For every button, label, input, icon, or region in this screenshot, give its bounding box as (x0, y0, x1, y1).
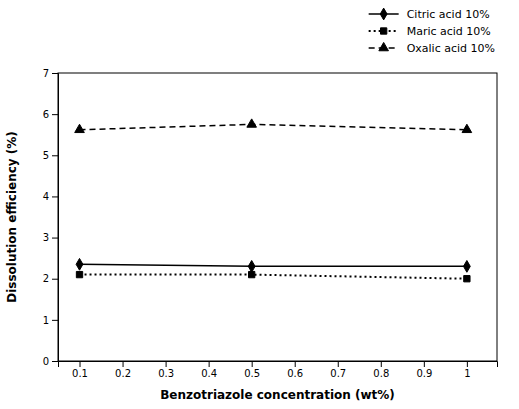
tick-mark (252, 361, 253, 367)
tick-label: 3 (43, 232, 49, 243)
tick-label: 4 (43, 191, 49, 202)
line (80, 264, 467, 266)
tick: 0.7 (330, 361, 346, 379)
tick: 6 (43, 109, 58, 120)
plot-frame (58, 73, 497, 361)
marker (248, 260, 255, 272)
tick: 5 (43, 150, 58, 161)
tick-mark (52, 320, 58, 321)
marker (464, 276, 470, 282)
tick-label: 0.7 (330, 368, 346, 379)
legend-label: Maric acid 10% (407, 25, 491, 38)
axis-domain (59, 362, 498, 368)
axis-domain (52, 74, 59, 362)
tick: 7 (43, 68, 58, 79)
tick-label: 5 (43, 150, 49, 161)
tick-mark (424, 361, 425, 367)
tick-label: 1 (464, 368, 470, 379)
tick: 0.6 (287, 361, 303, 379)
series (76, 258, 470, 272)
data-marks (75, 119, 472, 282)
tick-mark (381, 361, 382, 367)
legend: Citric acid 10% Maric acid 10% Oxalic acid… (369, 8, 495, 55)
tick: 0 (43, 356, 58, 367)
tick-mark (166, 361, 167, 367)
tick-mark (52, 279, 58, 280)
tick-mark (295, 361, 296, 367)
line (80, 124, 467, 129)
legend-marker (379, 42, 389, 50)
legend-item: Oxalic acid 10% (369, 42, 495, 55)
tick-label: 7 (43, 68, 49, 79)
tick-mark (80, 361, 81, 367)
tick: 0.2 (115, 361, 131, 379)
series (76, 271, 470, 281)
tick-label: 0.6 (287, 368, 303, 379)
marker (75, 124, 85, 132)
tick-label: 2 (43, 273, 49, 284)
tick-label: 0.3 (158, 368, 174, 379)
marker (249, 271, 255, 277)
legend-item: Maric acid 10% (369, 25, 491, 38)
legend-marker (380, 28, 386, 34)
tick-label: 0.8 (373, 368, 389, 379)
tick: 2 (43, 273, 58, 284)
tick: 4 (43, 191, 58, 202)
tick-label: 0 (43, 356, 49, 367)
legend-label: Citric acid 10% (407, 8, 490, 21)
plot-area: 0.1 0.2 0.3 0.4 0.5 0.6 0.7 0.8 0.9 1 0 1 2 3 4 5 6 7 (43, 68, 498, 379)
x-axis-title: Benzotriazole concentration (wt%) (160, 388, 395, 402)
tick: 0.8 (373, 361, 389, 379)
marker (463, 260, 470, 272)
tick: 0.3 (158, 361, 174, 379)
tick-mark (52, 196, 58, 197)
tick-mark (52, 155, 58, 156)
tick-mark (209, 361, 210, 367)
tick-label: 0.2 (115, 368, 131, 379)
y-axis-title: Dissolution efficiency (%) (5, 131, 19, 303)
tick-label: 1 (43, 315, 49, 326)
tick-mark (52, 238, 58, 239)
tick: 0.1 (72, 361, 88, 379)
line (80, 275, 467, 279)
tick: 0.9 (416, 361, 432, 379)
tick-label: 6 (43, 109, 49, 120)
x-axis: 0.1 0.2 0.3 0.4 0.5 0.6 0.7 0.8 0.9 1 (59, 361, 498, 379)
tick: 3 (43, 232, 58, 243)
tick-label: 0.5 (244, 368, 260, 379)
tick-mark (467, 361, 468, 367)
legend-marker (380, 8, 387, 20)
tick-label: 0.1 (72, 368, 88, 379)
tick: 0.4 (201, 361, 217, 379)
tick-mark (338, 361, 339, 367)
tick: 0.5 (244, 361, 260, 379)
marker (76, 258, 83, 270)
tick-label: 0.9 (416, 368, 432, 379)
tick-mark (52, 361, 58, 362)
y-axis: 0 1 2 3 4 5 6 7 (43, 68, 59, 367)
legend-label: Oxalic acid 10% (407, 42, 495, 55)
series (75, 119, 472, 133)
tick-mark (123, 361, 124, 367)
tick: 1 (43, 315, 58, 326)
marker (462, 124, 472, 132)
legend-item: Citric acid 10% (369, 8, 490, 21)
tick-mark (52, 114, 58, 115)
marker (76, 271, 82, 277)
tick: 1 (464, 361, 470, 379)
marker (247, 119, 257, 127)
tick-label: 0.4 (201, 368, 217, 379)
chart: 0.1 0.2 0.3 0.4 0.5 0.6 0.7 0.8 0.9 1 0 1 2 3 4 5 6 7 Benz… (0, 0, 519, 409)
tick-mark (52, 73, 58, 74)
